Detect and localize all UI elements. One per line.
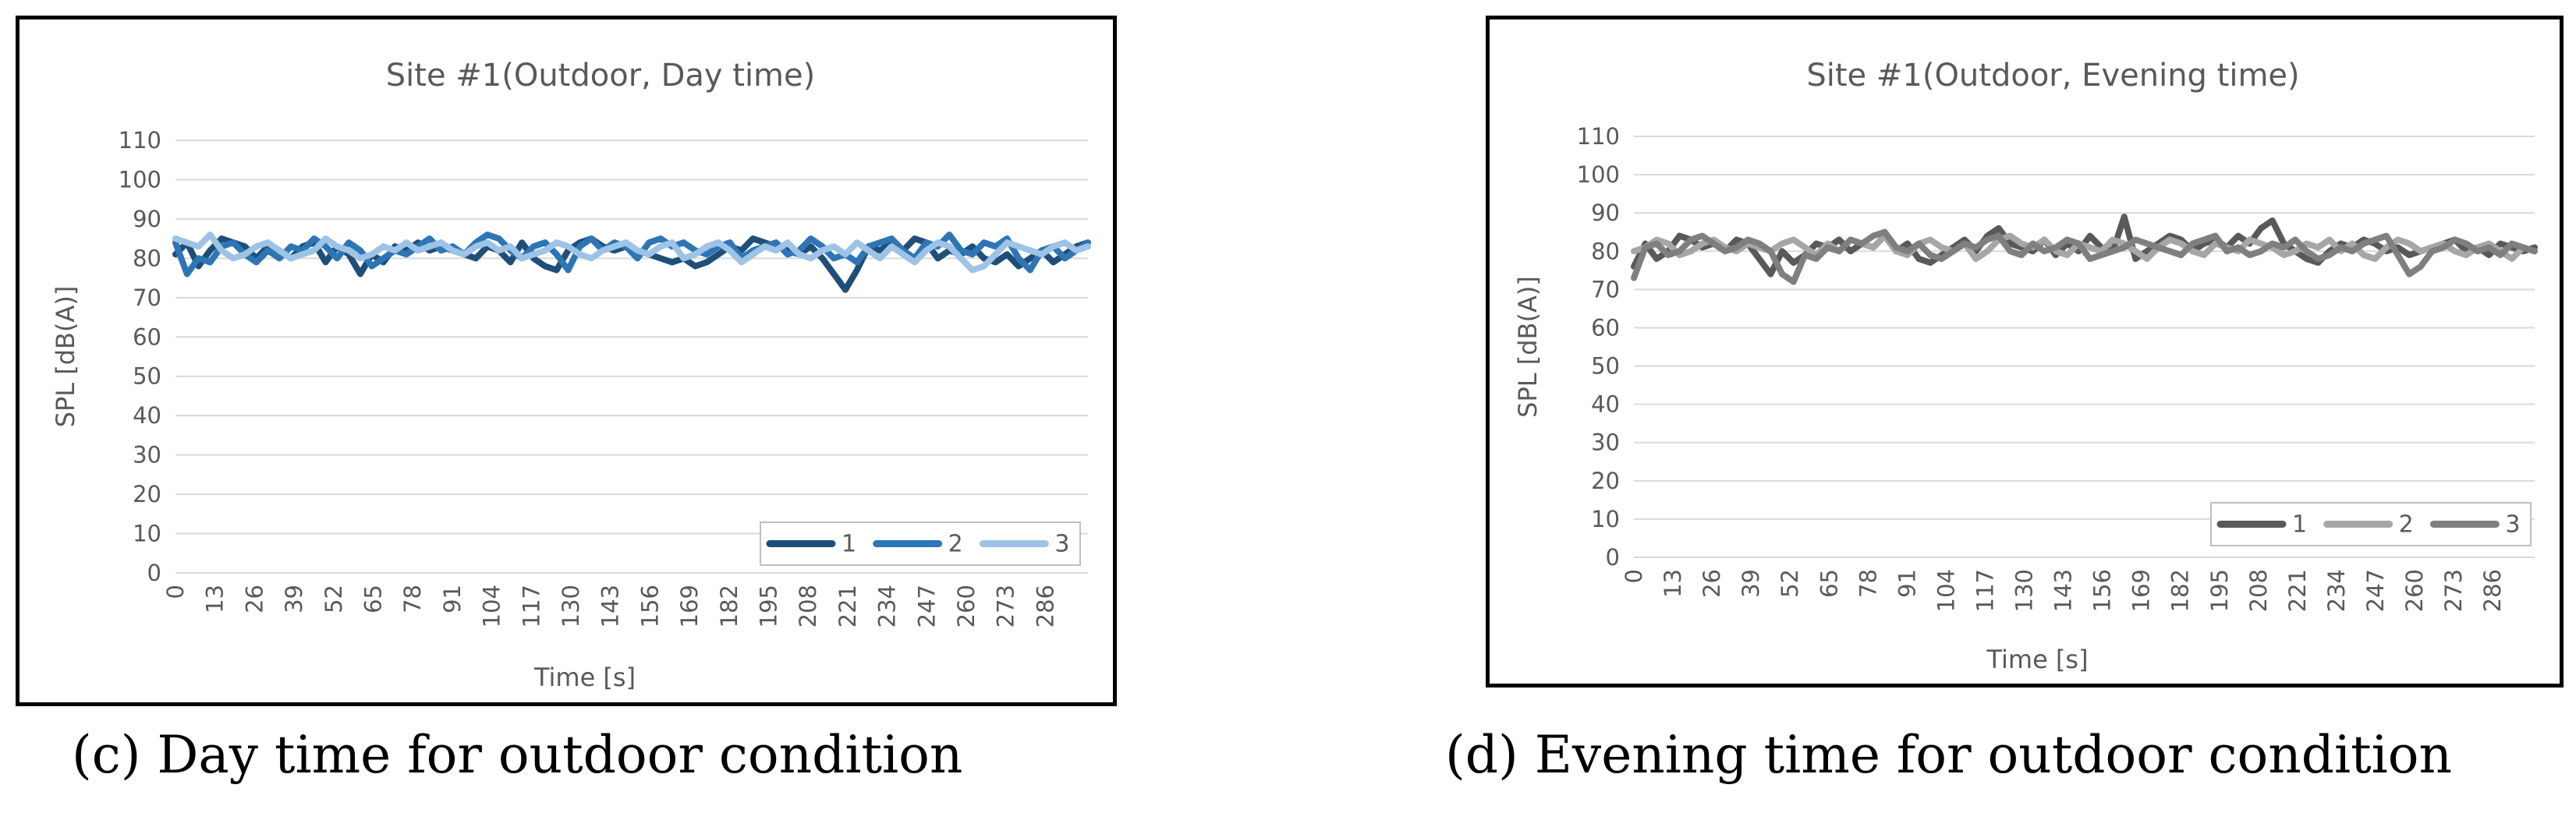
- y-tick-label: 60: [133, 323, 161, 350]
- x-tick-label: 273: [993, 585, 1019, 627]
- x-tick-label: 273: [2440, 569, 2467, 612]
- y-tick-label: 40: [133, 402, 161, 429]
- y-tick-label: 50: [1591, 353, 1620, 380]
- x-tick-label: 117: [1972, 569, 1998, 612]
- y-tick-label: 100: [1577, 161, 1620, 188]
- x-tick-label: 13: [1660, 569, 1686, 598]
- y-tick-label: 30: [1591, 429, 1620, 456]
- y-tick-label: 100: [119, 166, 161, 193]
- x-tick-label: 169: [2128, 569, 2155, 612]
- y-tick-label: 70: [1591, 276, 1620, 302]
- x-tick-label: 169: [676, 585, 703, 627]
- x-tick-label: 260: [953, 585, 980, 627]
- y-tick-label: 10: [133, 521, 161, 547]
- x-tick-label: 208: [795, 585, 821, 627]
- x-tick-label: 117: [518, 585, 544, 627]
- x-tick-label: 91: [1894, 569, 1920, 598]
- series-line-3: [172, 232, 1091, 274]
- x-tick-label: 130: [2011, 569, 2038, 612]
- legend-label-1: 1: [842, 531, 856, 558]
- x-tick-label: 143: [597, 585, 624, 627]
- chart-panel-day: Site #1(Outdoor, Day time) 0 10 20 30 40 50 60 7…: [16, 16, 1117, 706]
- x-tick-label: 286: [1032, 585, 1058, 627]
- x-tick-label: 78: [399, 585, 426, 613]
- series-line-2: [172, 232, 1091, 277]
- caption-day: (c) Day time for outdoor condition: [72, 725, 963, 785]
- x-tick-label: 0: [162, 585, 189, 599]
- x-tick-label: 260: [2401, 569, 2428, 612]
- x-tick-label: 0: [1621, 569, 1647, 583]
- x-tick-label: 247: [913, 585, 940, 627]
- x-tick-label: 13: [202, 585, 229, 613]
- y-tick-label: 30: [133, 442, 161, 468]
- y-tick-label: 70: [133, 285, 161, 311]
- caption-evening: (d) Evening time for outdoor condition: [1445, 725, 2452, 785]
- series-line-2: [1631, 232, 2538, 263]
- x-tick-label: 286: [2479, 569, 2506, 612]
- x-tick-label: 104: [479, 585, 505, 627]
- y-tick-label: 60: [1591, 314, 1620, 341]
- x-tick-label: 39: [1738, 569, 1764, 598]
- x-tick-label: 221: [834, 585, 861, 627]
- y-tick-label: 0: [147, 560, 161, 586]
- x-tick-label: 104: [1933, 569, 1959, 612]
- x-tick-label: 247: [2362, 569, 2389, 612]
- x-tick-label: 130: [558, 585, 584, 627]
- x-tick-label: 156: [636, 585, 663, 627]
- y-tick-label: 20: [1591, 468, 1620, 494]
- y-tick-label: 90: [133, 206, 161, 232]
- series-line-3: [1631, 228, 2538, 285]
- x-tick-label: 234: [874, 585, 901, 627]
- y-axis-label: SPL [dB(A)]: [51, 286, 80, 428]
- legend-label-3: 3: [1054, 531, 1069, 558]
- x-tick-label: 26: [241, 585, 268, 613]
- y-tick-label: 50: [133, 363, 161, 390]
- x-tick-label: 52: [321, 585, 347, 613]
- y-axis-label: SPL [dB(A)]: [1513, 276, 1543, 418]
- x-tick-label: 39: [281, 585, 307, 613]
- x-tick-label: 182: [716, 585, 742, 627]
- x-tick-label: 195: [2206, 569, 2233, 612]
- y-tick-label: 110: [1577, 123, 1620, 150]
- x-axis-label: Time [s]: [533, 663, 636, 692]
- y-tick-label: 10: [1591, 506, 1620, 532]
- y-tick-label: 40: [1591, 391, 1620, 418]
- y-tick-label: 0: [1606, 544, 1620, 571]
- x-tick-label: 65: [360, 585, 387, 613]
- legend-label-2: 2: [948, 531, 963, 558]
- x-tick-label: 195: [756, 585, 782, 627]
- x-tick-label: 182: [2167, 569, 2194, 612]
- x-tick-label: 156: [2089, 569, 2116, 612]
- chart-day: Site #1(Outdoor, Day time)01020304050607…: [51, 58, 1091, 692]
- y-tick-label: 80: [1591, 238, 1620, 264]
- x-tick-label: 208: [2245, 569, 2272, 612]
- y-tick-label: 90: [1591, 200, 1620, 226]
- x-tick-label: 234: [2323, 569, 2350, 612]
- chart-evening: Site #1(Outdoor, Evening time)0102030405…: [1513, 58, 2538, 674]
- chart-panel-evening: Site #1(Outdoor, Evening time) 0 10 20 30 40 5…: [1486, 16, 2564, 688]
- legend-label-1: 1: [2292, 511, 2307, 539]
- x-tick-label: 65: [1816, 569, 1842, 598]
- x-tick-label: 91: [439, 585, 466, 613]
- chart-title: Site #1(Outdoor, Evening time): [1806, 58, 2299, 94]
- legend-label-3: 3: [2505, 511, 2520, 539]
- x-tick-label: 143: [2050, 569, 2077, 612]
- x-tick-label: 26: [1699, 569, 1725, 598]
- x-tick-label: 78: [1855, 569, 1881, 598]
- x-axis-label: Time [s]: [1986, 645, 2088, 674]
- legend-label-2: 2: [2399, 511, 2414, 539]
- y-tick-label: 80: [133, 245, 161, 271]
- chart-title: Site #1(Outdoor, Day time): [386, 58, 816, 94]
- x-tick-label: 52: [1777, 569, 1803, 598]
- y-tick-label: 20: [133, 481, 161, 507]
- x-tick-label: 221: [2284, 569, 2311, 612]
- y-tick-label: 110: [119, 127, 161, 154]
